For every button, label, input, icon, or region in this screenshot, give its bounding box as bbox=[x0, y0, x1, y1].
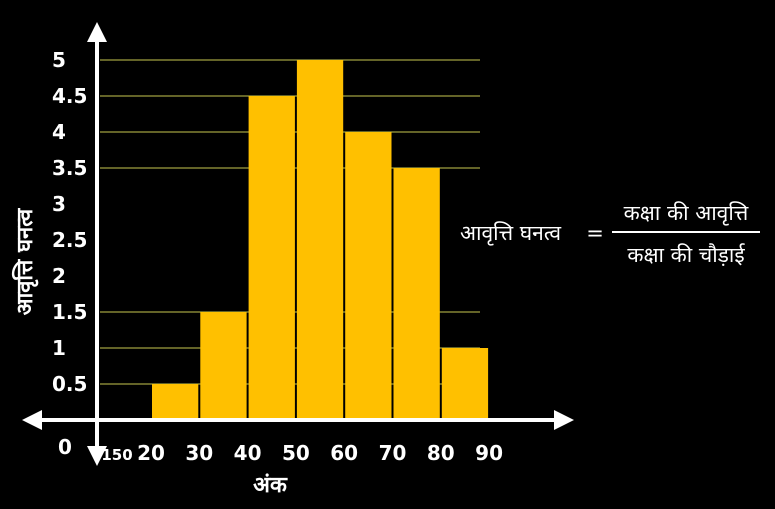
y-tick-label: 3.5 bbox=[52, 156, 87, 180]
y-axis-arrow-down bbox=[87, 446, 107, 466]
histogram-bars bbox=[152, 60, 489, 420]
x-tick-label: 80 bbox=[427, 441, 455, 465]
y-axis bbox=[87, 22, 107, 466]
y-tick-label: 2 bbox=[52, 264, 66, 288]
x-tick-label: 60 bbox=[330, 441, 358, 465]
x-axis-arrow-right bbox=[554, 410, 574, 430]
formula-numerator: कक्षा की आवृत्ति bbox=[624, 201, 749, 226]
y-tick-labels: 0.5 1 1.5 2 2.5 3 3.5 4 4.5 5 bbox=[52, 48, 87, 396]
y-axis-title: आवृत्ति घनत्व bbox=[11, 208, 39, 315]
bar-20-30 bbox=[152, 384, 199, 420]
y-tick-label: 1 bbox=[52, 336, 66, 360]
bar-60-70 bbox=[345, 132, 392, 420]
x-tick-label: 50 bbox=[282, 441, 310, 465]
x-tick-labels: 150 20 30 40 50 60 70 80 90 bbox=[101, 441, 503, 465]
bar-40-50 bbox=[248, 96, 295, 420]
x-tick-label: 70 bbox=[379, 441, 407, 465]
y-tick-label: 3 bbox=[52, 192, 66, 216]
y-tick-label: 5 bbox=[52, 48, 66, 72]
x-axis-title: अंक bbox=[253, 473, 288, 498]
y-tick-label: 4 bbox=[52, 120, 66, 144]
y-tick-label: 0.5 bbox=[52, 372, 87, 396]
bar-80-90 bbox=[441, 348, 489, 420]
y-axis-arrow-up bbox=[87, 22, 107, 42]
formula-equals: = bbox=[586, 221, 604, 245]
x-tick-label: 150 bbox=[101, 446, 132, 464]
formula-lhs: आवृत्ति घनत्व bbox=[460, 221, 561, 246]
origin-label: 0 bbox=[58, 435, 72, 459]
x-axis bbox=[22, 410, 574, 430]
bar-30-40 bbox=[200, 312, 247, 420]
formula-denominator: कक्षा की चौड़ाई bbox=[627, 243, 745, 267]
x-tick-label: 20 bbox=[137, 441, 165, 465]
x-tick-label: 30 bbox=[185, 441, 213, 465]
y-tick-label: 4.5 bbox=[52, 84, 87, 108]
y-tick-label: 1.5 bbox=[52, 300, 87, 324]
x-tick-label: 90 bbox=[475, 441, 503, 465]
frequency-density-formula: आवृत्ति घनत्व = कक्षा की आवृत्ति कक्षा क… bbox=[460, 201, 760, 267]
bar-50-60 bbox=[296, 60, 344, 420]
x-tick-label: 40 bbox=[234, 441, 262, 465]
x-axis-arrow-left bbox=[22, 410, 42, 430]
y-tick-label: 2.5 bbox=[52, 228, 87, 252]
bar-70-80 bbox=[393, 168, 440, 420]
